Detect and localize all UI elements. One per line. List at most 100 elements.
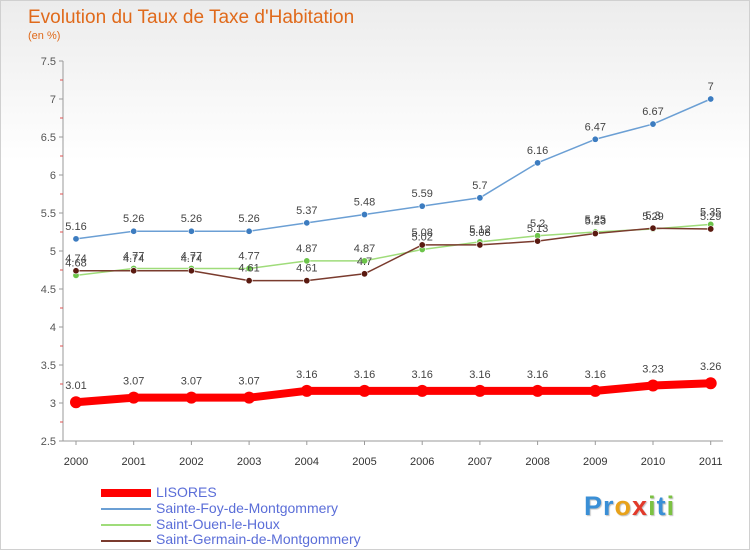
data-point [185,391,198,404]
data-label: 5.16 [65,221,86,233]
legend-swatch-saint-germain [101,540,151,542]
x-tick-label: 2000 [64,456,88,468]
series-line-2 [75,223,712,277]
data-label: 5.37 [296,205,317,217]
data-label: 5.48 [354,197,375,209]
y-tick-label: 6.5 [41,132,56,144]
data-point [303,257,311,265]
series-line-0 [72,379,715,407]
chart-title: Evolution du Taux de Taxe d'Habitation [28,7,355,28]
logo-letter: P [584,491,604,521]
y-tick-label: 3.5 [41,360,56,372]
x-tick-label: 2009 [583,456,607,468]
data-point [534,237,542,245]
data-label: 5.26 [238,213,259,225]
data-label: 5.08 [469,227,490,239]
data-label: 6.47 [585,121,606,133]
logo-letter: o [614,491,633,521]
x-tick-label: 2006 [410,456,434,468]
legend-swatch-lisores [101,489,151,497]
series-line-3 [75,227,712,282]
data-label: 3.16 [411,369,432,381]
data-label: 4.68 [65,257,86,269]
data-point [70,396,82,409]
data-label: 6.16 [527,145,548,157]
data-label: 5.59 [411,188,432,200]
legend-label-sainte-foy: Sainte-Foy-de-Montgommery [156,500,339,516]
data-label: 3.16 [296,369,317,381]
x-tick-label: 2010 [641,456,665,468]
data-label: 3.16 [527,369,548,381]
y-tick-label: 5 [50,246,56,258]
data-label: 4.77 [238,250,259,262]
data-point [243,391,256,404]
data-point [591,230,599,238]
data-point [245,277,253,285]
y-tick-label: 6 [50,170,56,182]
y-tick-label: 7 [50,94,56,106]
logo-letter: i [666,491,676,521]
data-point [707,225,715,233]
y-tick-label: 3 [50,398,56,410]
data-label: 3.16 [354,369,375,381]
data-label: 3.16 [585,369,606,381]
data-point [130,267,138,275]
data-label: 5.02 [411,231,432,243]
x-tick-label: 2008 [525,456,549,468]
data-label: 3.07 [181,376,202,388]
data-point [647,379,659,392]
data-label: 3.07 [238,376,259,388]
legend-label-saint-germain: Saint-Germain-de-Montgommery [156,531,361,547]
data-label: 4.61 [296,263,317,275]
data-label: 4.77 [123,250,144,262]
x-tick-label: 2005 [352,456,376,468]
data-label: 4.74 [181,253,202,265]
data-point [476,194,484,202]
logo-letter: i [648,491,657,521]
data-label: 5.25 [585,214,606,226]
data-label: 4.74 [123,253,144,265]
legend-swatch-sainte-foy [101,508,151,510]
data-point [127,391,140,404]
data-label: 5.13 [527,223,548,235]
proxiti-logo: Proxiti [584,491,675,522]
data-label: 4.7 [357,256,372,268]
data-point [358,384,371,397]
data-label: 5.29 [642,211,663,223]
y-tick-label: 4.5 [41,284,56,296]
data-point [418,241,426,249]
data-label: 3.01 [65,380,86,392]
data-point [707,95,715,103]
y-tick-label: 7.5 [41,56,56,68]
data-label: 4.77 [181,250,202,262]
data-label: 5.26 [123,213,144,225]
data-label: 5.26 [181,213,202,225]
logo-letter: t [656,491,667,521]
data-point [416,384,429,397]
data-point [72,267,80,275]
data-point [245,264,253,272]
data-label: 5.2 [530,218,545,230]
data-point [187,267,195,275]
data-label: 6.67 [642,106,663,118]
data-label: 4.61 [238,263,259,275]
chart-subtitle: (en %) [28,30,61,42]
data-label: 3.16 [469,369,490,381]
data-label: 4.74 [65,253,86,265]
data-point [649,224,657,232]
data-point [534,159,542,167]
data-point [418,202,426,210]
x-tick-label: 2007 [468,456,492,468]
data-label: 5.3 [645,210,660,222]
data-point [649,120,657,128]
legend-label-lisores: LISORES [156,484,217,500]
x-tick-label: 2004 [295,456,319,468]
data-point [704,377,717,390]
data-point [360,270,368,278]
data-point [72,235,80,243]
data-label: 3.26 [700,361,721,373]
data-label: 5.08 [411,227,432,239]
logo-letter: r [603,491,615,521]
data-point [303,219,311,227]
